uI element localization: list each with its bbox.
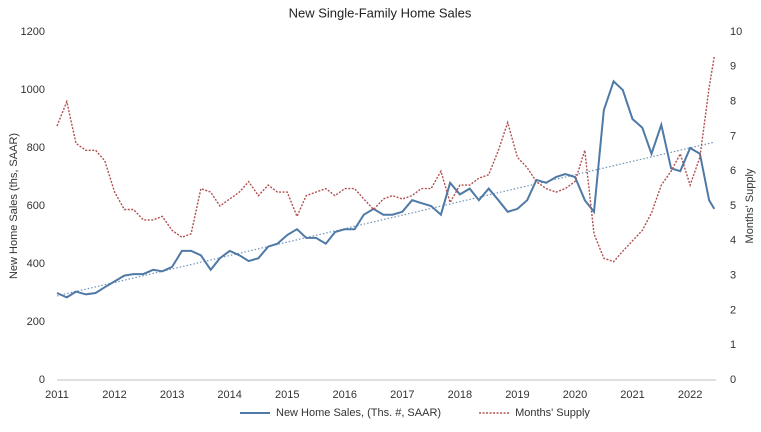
y2-tick-label: 1 [730, 339, 736, 351]
y-tick-label: 600 [27, 200, 45, 212]
y-tick-label: 1200 [21, 26, 45, 38]
y2-tick-label: 4 [730, 235, 736, 247]
y2-tick-label: 6 [730, 165, 736, 177]
y-tick-label: 400 [27, 258, 45, 270]
y2-tick-label: 9 [730, 61, 736, 73]
y2-tick-label: 5 [730, 200, 736, 212]
y2-tick-label: 0 [730, 374, 736, 386]
y2-tick-label: 2 [730, 304, 736, 316]
series-line [56, 79, 716, 299]
y-tick-label: 1000 [21, 84, 45, 96]
legend-label: New Home Sales, (Ths. #, SAAR) [276, 407, 441, 419]
y2-tick-label: 10 [730, 26, 742, 38]
x-tick-label: 2018 [448, 389, 472, 401]
y-axis-label: New Home Sales (ths, SAAR) [8, 133, 20, 279]
y2-tick-label: 3 [730, 270, 736, 282]
y-tick-label: 200 [27, 316, 45, 328]
legend-label: Months' Supply [515, 407, 590, 419]
y2-axis-label: Months' Supply [744, 168, 756, 243]
y2-tick-label: 8 [730, 96, 736, 108]
series-line [56, 56, 715, 263]
x-tick-label: 2019 [505, 389, 529, 401]
x-tick-label: 2012 [102, 389, 126, 401]
x-tick-label: 2014 [217, 389, 241, 401]
x-tick-label: 2011 [45, 389, 69, 401]
x-tick-label: 2022 [678, 389, 702, 401]
x-tick-label: 2017 [390, 389, 414, 401]
chart-title: New Single-Family Home Sales [289, 5, 472, 20]
y2-tick-label: 7 [730, 130, 736, 142]
x-tick-label: 2013 [160, 389, 184, 401]
y-tick-label: 800 [27, 142, 45, 154]
x-tick-label: 2020 [563, 389, 587, 401]
x-tick-label: 2016 [333, 389, 357, 401]
x-tick-label: 2015 [275, 389, 299, 401]
y-tick-label: 0 [39, 374, 45, 386]
x-tick-label: 2021 [620, 389, 644, 401]
